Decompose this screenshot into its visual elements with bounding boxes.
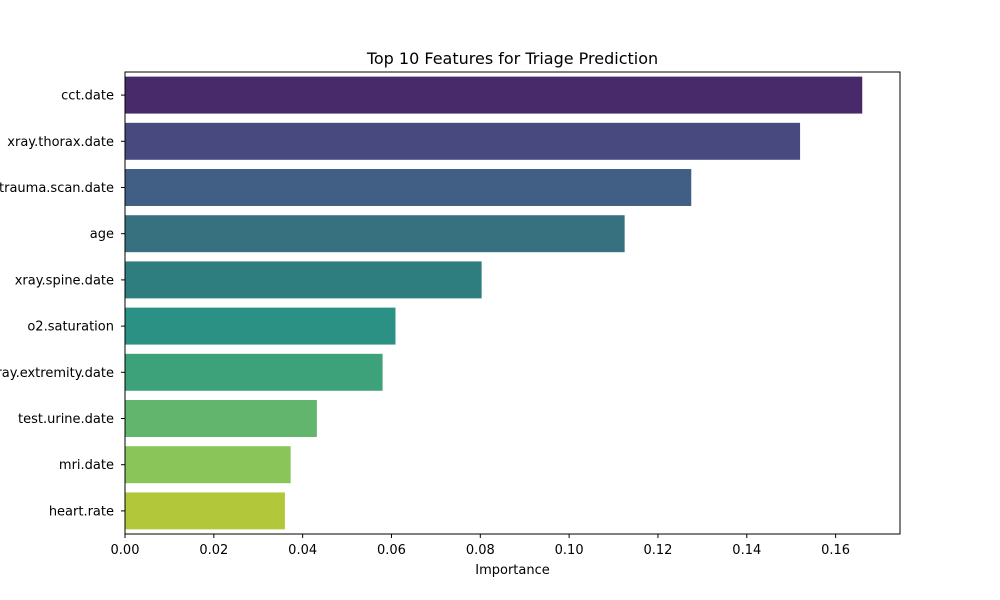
bar-trauma-scan-date xyxy=(125,169,692,206)
y-tick-label: cct.date xyxy=(61,89,114,104)
y-tick-label: xray.spine.date xyxy=(15,273,114,288)
y-tick-label: test.urine.date xyxy=(18,412,114,427)
bar-test-urine-date xyxy=(125,400,317,437)
y-tick-label: heart.rate xyxy=(49,504,114,519)
plot-area-frame xyxy=(124,71,901,535)
x-tick-label: 0.10 xyxy=(555,543,584,558)
bar-mri-date xyxy=(125,446,291,484)
x-tick-label: 0.14 xyxy=(732,543,761,558)
x-tick-label: 0.12 xyxy=(643,543,672,558)
x-tick-label: 0.04 xyxy=(288,543,317,558)
bar-cct-date xyxy=(125,76,863,114)
y-tick-label: age xyxy=(90,227,114,242)
x-tick-label: 0.16 xyxy=(821,543,850,558)
y-tick-label: trauma.scan.date xyxy=(0,181,114,196)
chart-title: Top 10 Features for Triage Prediction xyxy=(366,49,658,68)
x-tick-label: 0.00 xyxy=(111,543,140,558)
x-tick-label: 0.02 xyxy=(199,543,228,558)
bar-xray-spine-date xyxy=(125,261,482,299)
y-tick-label: xray.thorax.date xyxy=(7,135,114,150)
bar-o2-saturation xyxy=(125,307,396,345)
x-axis-ticks: 0.00 0.02 0.04 0.06 0.08 0.10 0.12 0.14 0.16 xyxy=(111,534,850,558)
y-tick-label: mri.date xyxy=(59,458,114,473)
x-axis-title: Importance xyxy=(475,563,550,578)
y-tick-label: xray.extremity.date xyxy=(0,366,114,381)
bar-xray-thorax-date xyxy=(125,122,801,160)
x-tick-label: 0.08 xyxy=(466,543,495,558)
y-axis-ticks: cct.date xray.thorax.date trauma.scan.date… xyxy=(0,89,125,519)
bar-xray-extremity-date xyxy=(125,353,383,391)
bar-heart-rate xyxy=(125,492,285,530)
x-tick-label: 0.06 xyxy=(377,543,406,558)
bars-group xyxy=(125,76,863,530)
y-tick-label: o2.saturation xyxy=(27,320,114,335)
bar-age xyxy=(125,215,625,253)
